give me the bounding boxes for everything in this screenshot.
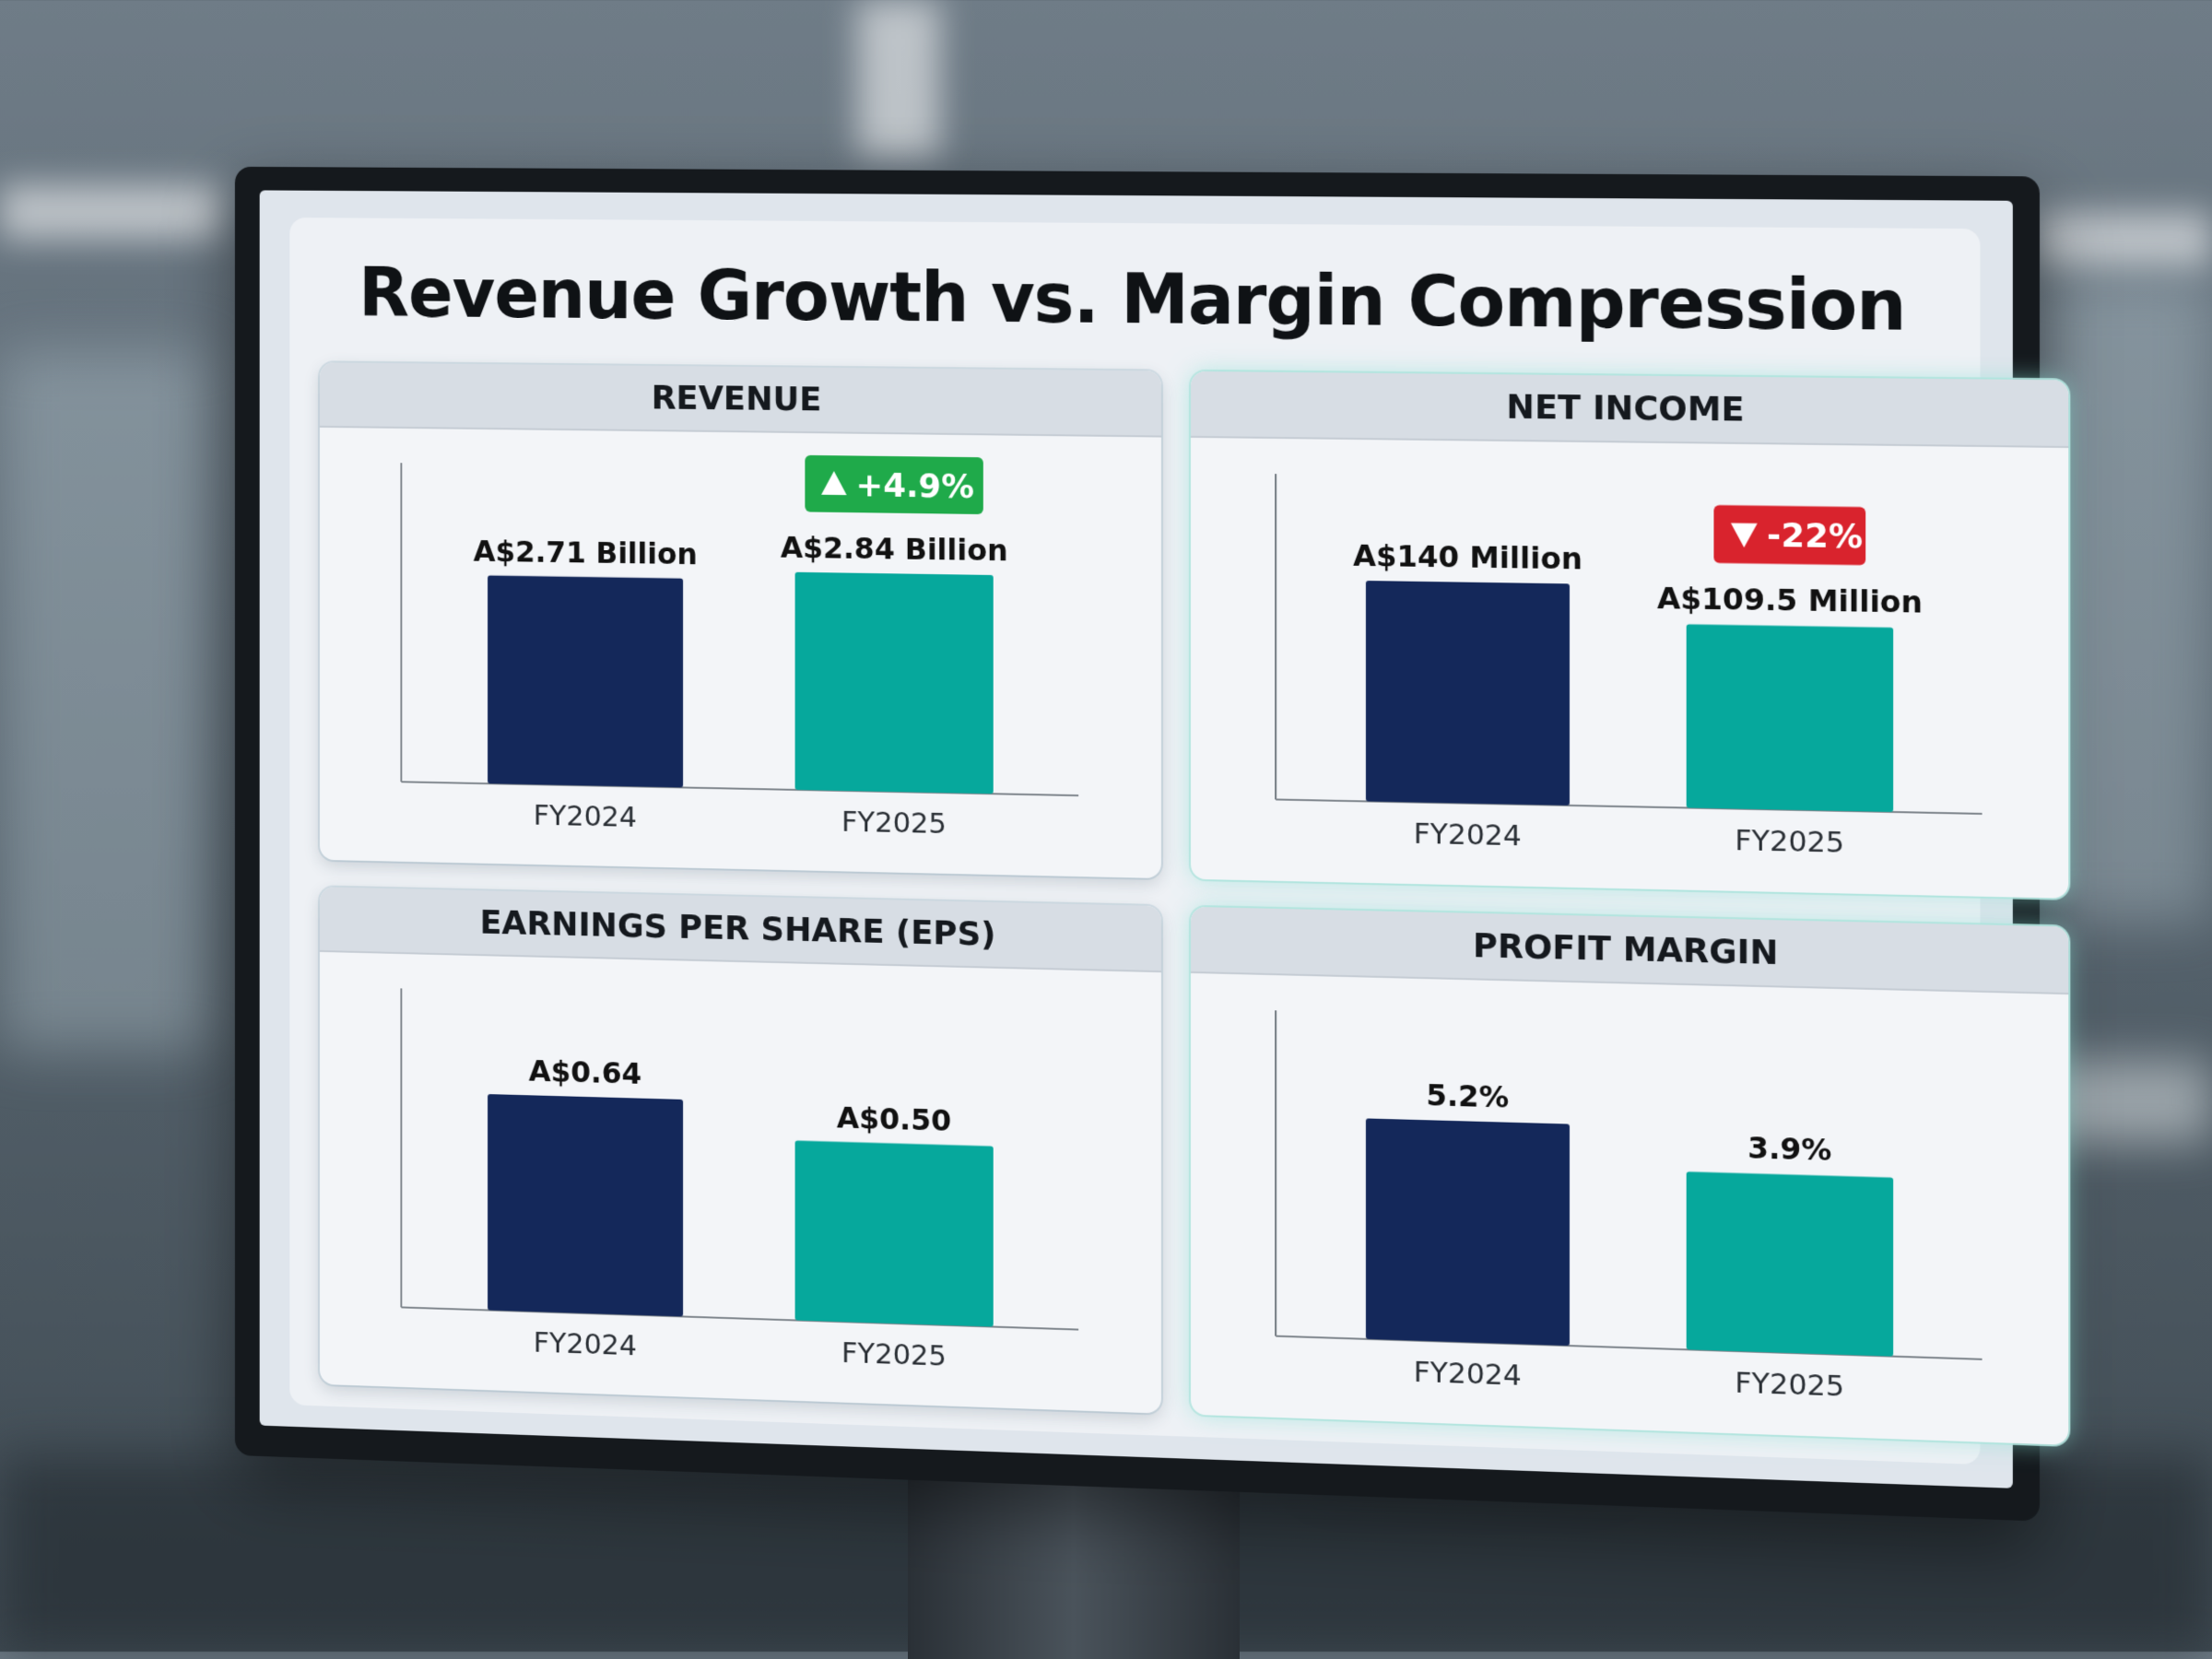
net-income-chart: A$140 Million FY2024 A$109.5 Million FY2025… — [1191, 436, 2068, 899]
ceiling-light — [857, 0, 940, 157]
bar-fy2025 — [1687, 1171, 1893, 1356]
dashboard-panel: Revenue Growth vs. Margin Compression RE… — [289, 218, 1980, 1465]
bar-fy2025 — [1687, 624, 1893, 812]
bar-fy2025 — [795, 1141, 994, 1327]
ceiling-light — [2037, 212, 2212, 267]
revenue-card: REVENUE A$2.71 Billion FY2024 A$2.84 Billi… — [320, 362, 1161, 878]
dashboard-title: Revenue Growth vs. Margin Compression — [289, 253, 1980, 347]
bar-fy2024 — [488, 1094, 683, 1316]
net-income-card: NET INCOME A$140 Million FY2024 A$109.5 Mi… — [1191, 371, 2068, 899]
x-tick-label: FY2024 — [1414, 818, 1522, 853]
bar-value-label: A$140 Million — [1353, 539, 1583, 576]
eps-chart: A$0.64 FY2024 A$0.50 FY2025 — [320, 950, 1161, 1414]
x-tick-label: FY2024 — [534, 1327, 637, 1363]
bar-value-label: 3.9% — [1747, 1132, 1831, 1169]
bar-value-label: 5.2% — [1426, 1079, 1509, 1115]
x-tick-label: FY2025 — [841, 806, 947, 841]
bar-value-label: A$2.84 Billion — [781, 532, 1008, 569]
card-title: NET INCOME — [1191, 371, 2068, 448]
monitor-screen: Revenue Growth vs. Margin Compression RE… — [260, 190, 2013, 1488]
profit-margin-card: PROFIT MARGIN 5.2% FY2024 3.9% FY2025 — [1191, 907, 2068, 1445]
x-tick-label: FY2025 — [1735, 824, 1844, 859]
eps-card: EARNINGS PER SHARE (EPS) A$0.64 FY2024 A$0… — [320, 887, 1161, 1413]
office-window — [0, 350, 212, 1051]
bar-fy2024 — [488, 575, 683, 787]
bar-value-label: A$0.64 — [529, 1055, 641, 1091]
profit-margin-chart: 5.2% FY2024 3.9% FY2025 — [1191, 971, 2068, 1445]
x-tick-label: FY2025 — [841, 1337, 947, 1373]
monitor: Revenue Growth vs. Margin Compression RE… — [235, 167, 2040, 1522]
change-percent: +4.9% — [855, 466, 973, 506]
change-percent: -22% — [1767, 516, 1863, 557]
bar-value-label: A$0.50 — [837, 1101, 951, 1138]
bar-value-label: A$2.71 Billion — [474, 535, 698, 571]
x-tick-label: FY2024 — [1414, 1356, 1522, 1393]
ceiling-light — [0, 184, 221, 240]
bar-fy2024 — [1366, 581, 1570, 806]
card-title: REVENUE — [320, 362, 1161, 437]
bar-fy2025 — [795, 572, 994, 794]
revenue-chart: A$2.71 Billion FY2024 A$2.84 Billion FY2025… — [320, 426, 1161, 878]
x-tick-label: FY2024 — [534, 800, 637, 834]
x-tick-label: FY2025 — [1735, 1367, 1844, 1404]
bar-fy2024 — [1366, 1118, 1570, 1346]
bar-value-label: A$109.5 Million — [1657, 582, 1923, 620]
monitor-stand — [908, 1465, 1240, 1659]
